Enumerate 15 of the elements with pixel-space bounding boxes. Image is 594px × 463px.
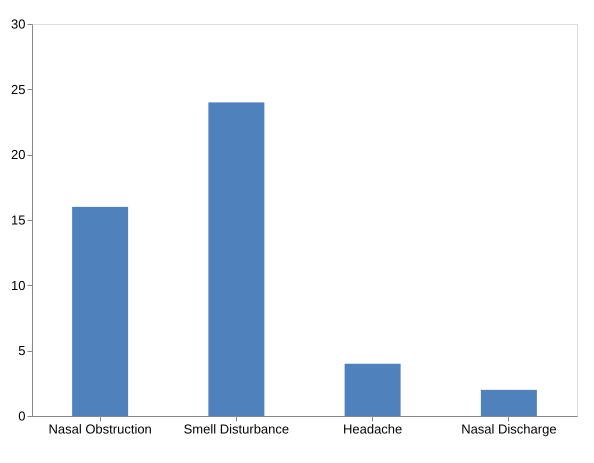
y-tick-label: 30 <box>11 16 26 32</box>
y-tick-label: 0 <box>18 408 26 424</box>
bar <box>208 102 264 416</box>
bar <box>72 206 128 416</box>
bar <box>344 364 401 416</box>
x-tick-label: Headache <box>342 422 402 436</box>
y-tick-label: 5 <box>18 343 26 358</box>
bar <box>480 390 537 416</box>
y-tick-label: 10 <box>11 278 26 293</box>
x-tick-label: Nasal Discharge <box>461 422 557 436</box>
y-tick-label: 15 <box>11 212 26 228</box>
x-tick-label: Smell Disturbance <box>184 422 290 436</box>
y-tick-label: 20 <box>11 147 26 162</box>
y-tick-label: 25 <box>11 82 26 97</box>
x-tick-label: Nasal Obstruction <box>48 422 152 436</box>
